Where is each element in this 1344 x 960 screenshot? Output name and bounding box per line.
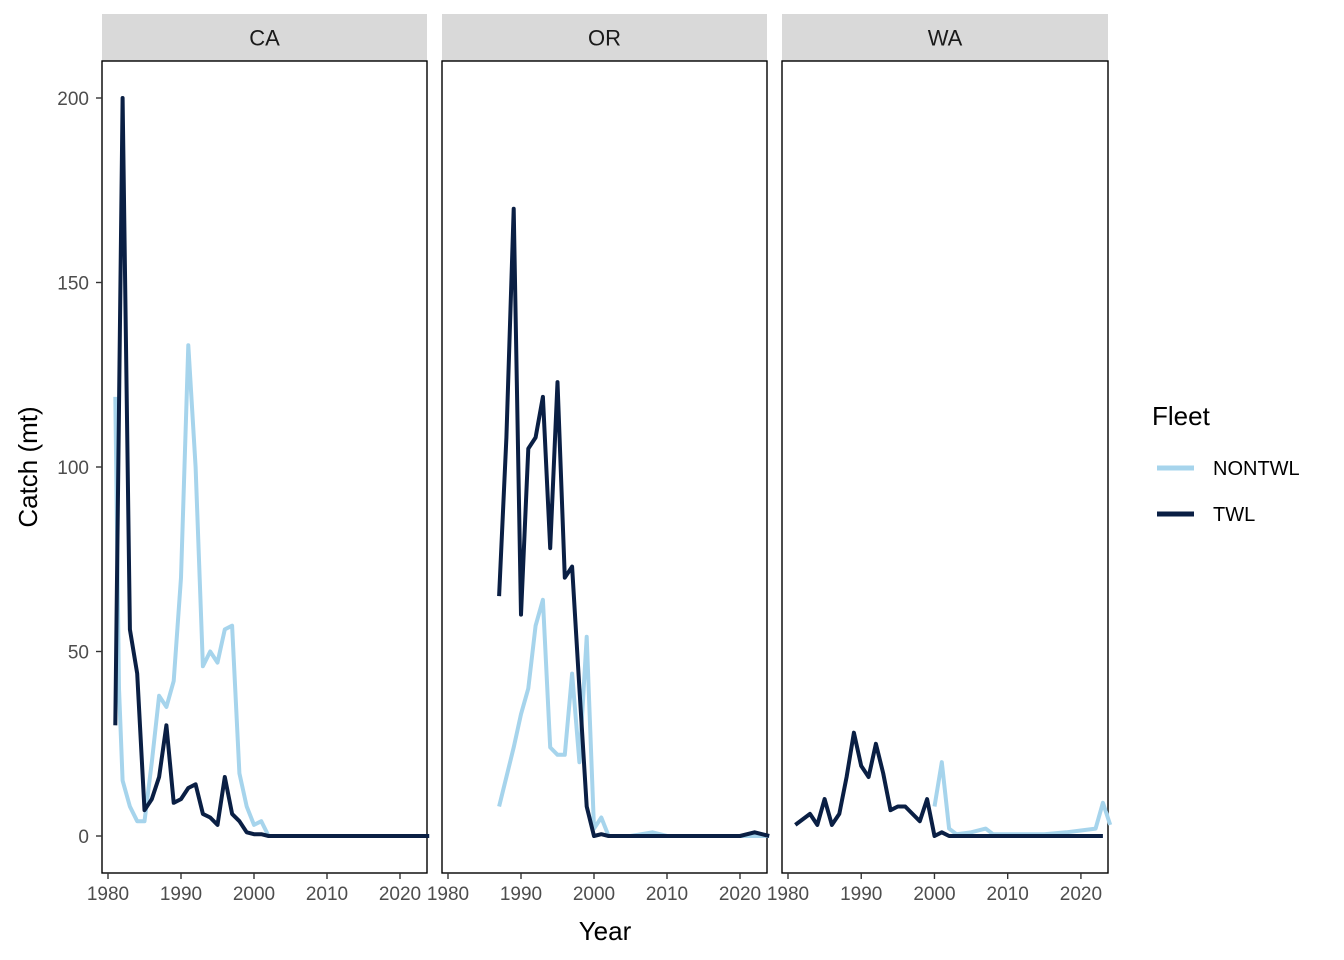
series-line-ca-twl (113, 96, 430, 838)
x-tick-label-or-2000: 2000 (573, 884, 615, 905)
x-tick-label-or-1990: 1990 (500, 884, 542, 905)
x-tick-label-wa-2020: 2020 (1060, 884, 1102, 905)
legend-label-twl: TWL (1213, 504, 1255, 526)
legend-title: Fleet (1152, 401, 1211, 431)
x-tick-label-or-1980: 1980 (427, 884, 469, 905)
facet-label-wa: WA (928, 26, 963, 51)
y-tick-label-200: 200 (57, 89, 89, 110)
x-tick-label-ca-2020: 2020 (379, 884, 421, 905)
facet-strip-ca (102, 14, 427, 61)
panel-wa (781, 60, 1109, 874)
x-tick-label-ca-2010: 2010 (306, 884, 348, 905)
panel-or (441, 60, 768, 874)
x-tick-label-wa-2010: 2010 (987, 884, 1029, 905)
y-axis-title: Catch (mt) (13, 406, 43, 527)
y-tick-label-150: 150 (57, 274, 89, 295)
facet-strip-or (442, 14, 767, 61)
x-tick-label-wa-1980: 1980 (767, 884, 809, 905)
y-tick-label-50: 50 (68, 643, 89, 664)
y-tick-label-0: 0 (78, 827, 89, 848)
y-tick-label-100: 100 (57, 458, 89, 479)
x-tick-label-ca-1990: 1990 (160, 884, 202, 905)
legend-label-nontwl: NONTWL (1213, 458, 1300, 480)
facet-label-or: OR (588, 26, 621, 51)
x-tick-label-or-2020: 2020 (719, 884, 761, 905)
x-tick-label-wa-1990: 1990 (840, 884, 882, 905)
facet-strip-wa (782, 14, 1108, 61)
series-line-wa-twl (794, 730, 1103, 838)
x-tick-label-wa-2000: 2000 (913, 884, 955, 905)
x-axis-title: Year (579, 916, 632, 946)
series-line-or-twl (497, 206, 770, 838)
panel-ca (101, 60, 428, 874)
x-tick-label-ca-2000: 2000 (233, 884, 275, 905)
x-tick-label-or-2010: 2010 (646, 884, 688, 905)
x-tick-label-ca-1980: 1980 (87, 884, 129, 905)
facet-label-ca: CA (249, 26, 280, 51)
